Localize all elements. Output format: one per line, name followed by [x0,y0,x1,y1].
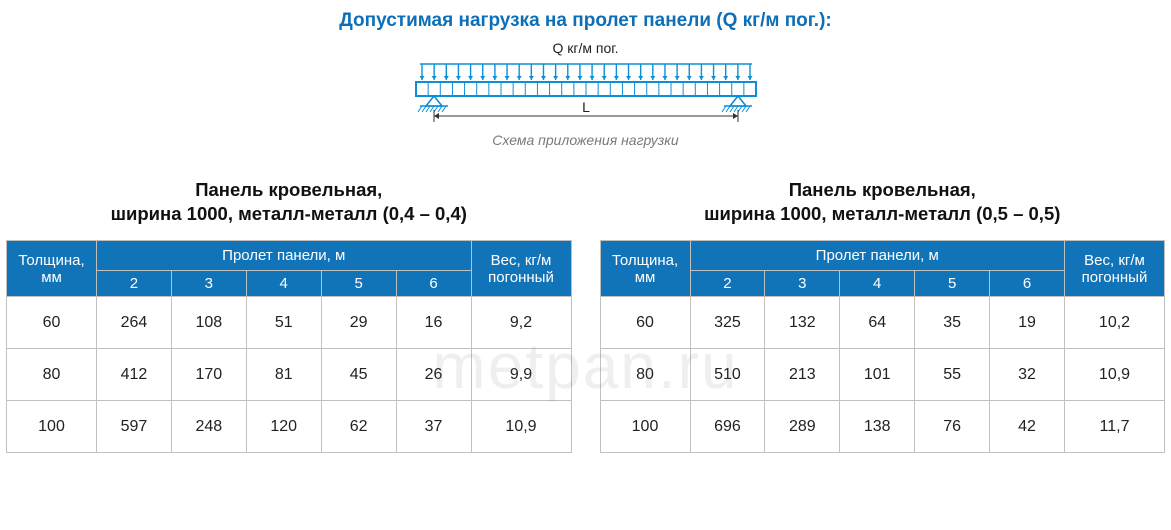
table-title-line1: Панель кровельная, [195,179,382,200]
table-cell: 289 [765,401,840,453]
table-header-cell: 6 [396,271,471,297]
table-cell: 170 [171,349,246,401]
table-header-cell: 2 [690,271,765,297]
load-diagram: Q кг/м пог. L Схема приложения нагрузки [406,40,766,148]
table-cell: 248 [171,401,246,453]
page-title: Допустимая нагрузка на пролет панели (Q … [0,0,1171,40]
table-cell: 51 [246,297,321,349]
table-cell: 100 [600,401,690,453]
table-header-cell: Толщина, мм [600,241,690,297]
load-table-1: Толщина, ммПролет панели, мВес, кг/м пог… [600,240,1166,453]
table-cell: 325 [690,297,765,349]
table-row: 602641085129169,2 [7,297,572,349]
table-cell: 9,9 [471,349,571,401]
table-cell: 101 [840,349,915,401]
beam-diagram-svg: L [406,58,766,128]
table-row: 6032513264351910,2 [600,297,1165,349]
table-cell: 10,9 [1065,349,1165,401]
table-cell: 10,9 [471,401,571,453]
table-row: 100597248120623710,9 [7,401,572,453]
table-cell: 62 [321,401,396,453]
table-cell: 60 [600,297,690,349]
table-cell: 81 [246,349,321,401]
table-header-cell: 4 [246,271,321,297]
table-cell: 55 [915,349,990,401]
table-header-cell: Толщина, мм [7,241,97,297]
table-cell: 510 [690,349,765,401]
table-title: Панель кровельная, ширина 1000, металл-м… [6,178,572,226]
table-row: 100696289138764211,7 [600,401,1165,453]
table-cell: 80 [600,349,690,401]
tables-row: Панель кровельная, ширина 1000, металл-м… [0,154,1171,453]
table-cell: 26 [396,349,471,401]
table-cell: 19 [990,297,1065,349]
q-label: Q кг/м пог. [406,40,766,56]
table-cell: 16 [396,297,471,349]
table-cell: 80 [7,349,97,401]
table-header-cell: Вес, кг/м погонный [1065,241,1165,297]
table-header-cell: 6 [990,271,1065,297]
table-cell: 76 [915,401,990,453]
table-header-cell: 3 [171,271,246,297]
table-header-cell: 5 [321,271,396,297]
table-title-line1: Панель кровельная, [789,179,976,200]
table-cell: 35 [915,297,990,349]
table-cell: 29 [321,297,396,349]
table-cell: 120 [246,401,321,453]
table-header-cell: 2 [97,271,172,297]
table-cell: 597 [97,401,172,453]
table-cell: 32 [990,349,1065,401]
table-header-cell: Вес, кг/м погонный [471,241,571,297]
table-cell: 10,2 [1065,297,1165,349]
table-title-line2: ширина 1000, металл-металл (0,4 – 0,4) [111,203,467,224]
table-cell: 138 [840,401,915,453]
table-cell: 60 [7,297,97,349]
table-title-line2: ширина 1000, металл-металл (0,5 – 0,5) [704,203,1060,224]
table-cell: 132 [765,297,840,349]
table-header-cell: Пролет панели, м [690,241,1065,271]
diagram-caption: Схема приложения нагрузки [406,132,766,148]
table-header-cell: 3 [765,271,840,297]
table-header-cell: Пролет панели, м [97,241,472,271]
table-cell: 9,2 [471,297,571,349]
table-block-0: Панель кровельная, ширина 1000, металл-м… [6,178,572,453]
table-cell: 412 [97,349,172,401]
table-header-cell: 5 [915,271,990,297]
table-header-cell: 4 [840,271,915,297]
table-cell: 108 [171,297,246,349]
table-title: Панель кровельная, ширина 1000, металл-м… [600,178,1166,226]
table-cell: 100 [7,401,97,453]
table-cell: 37 [396,401,471,453]
table-cell: 45 [321,349,396,401]
table-cell: 213 [765,349,840,401]
table-cell: 264 [97,297,172,349]
table-row: 80510213101553210,9 [600,349,1165,401]
table-cell: 42 [990,401,1065,453]
table-cell: 11,7 [1065,401,1165,453]
table-cell: 696 [690,401,765,453]
table-cell: 64 [840,297,915,349]
load-table-0: Толщина, ммПролет панели, мВес, кг/м пог… [6,240,572,453]
table-block-1: Панель кровельная, ширина 1000, металл-м… [600,178,1166,453]
table-row: 804121708145269,9 [7,349,572,401]
svg-text:L: L [582,99,590,115]
